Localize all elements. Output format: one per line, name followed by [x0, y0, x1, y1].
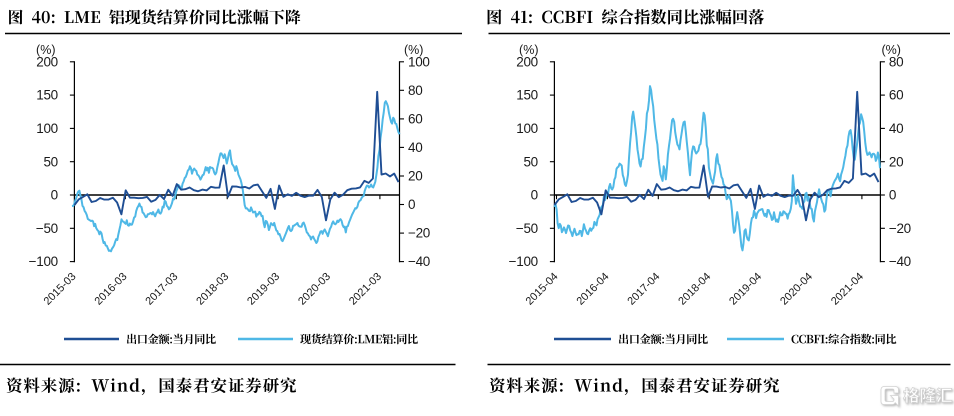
svg-text:50: 50 [523, 154, 537, 169]
svg-text:20: 20 [408, 169, 422, 184]
svg-text:20: 20 [889, 154, 903, 169]
svg-text:100: 100 [36, 121, 58, 136]
svg-text:(%): (%) [882, 43, 901, 57]
svg-text:−100: −100 [29, 254, 58, 269]
svg-text:−50: −50 [36, 221, 58, 236]
svg-text:40: 40 [408, 140, 422, 155]
svg-text:100: 100 [516, 121, 538, 136]
svg-text:−100: −100 [509, 254, 538, 269]
svg-text:0: 0 [889, 188, 896, 203]
svg-text:150: 150 [516, 88, 538, 103]
svg-text:0: 0 [408, 197, 415, 212]
svg-text:80: 80 [889, 54, 903, 69]
svg-text:(%): (%) [404, 43, 423, 57]
svg-text:0: 0 [51, 188, 58, 203]
svg-text:60: 60 [889, 88, 903, 103]
svg-text:80: 80 [408, 83, 422, 98]
svg-text:(%): (%) [519, 43, 538, 57]
svg-text:0: 0 [531, 188, 538, 203]
svg-text:−40: −40 [408, 254, 430, 269]
svg-text:60: 60 [408, 112, 422, 127]
svg-text:−40: −40 [889, 254, 911, 269]
svg-text:150: 150 [36, 88, 58, 103]
svg-text:−50: −50 [516, 221, 538, 236]
svg-text:−20: −20 [889, 221, 911, 236]
svg-text:40: 40 [889, 121, 903, 136]
svg-text:50: 50 [43, 154, 57, 169]
svg-text:200: 200 [516, 54, 538, 69]
svg-text:−20: −20 [408, 226, 430, 241]
svg-text:200: 200 [36, 54, 58, 69]
svg-text:(%): (%) [36, 43, 55, 57]
svg-text:100: 100 [408, 54, 430, 69]
